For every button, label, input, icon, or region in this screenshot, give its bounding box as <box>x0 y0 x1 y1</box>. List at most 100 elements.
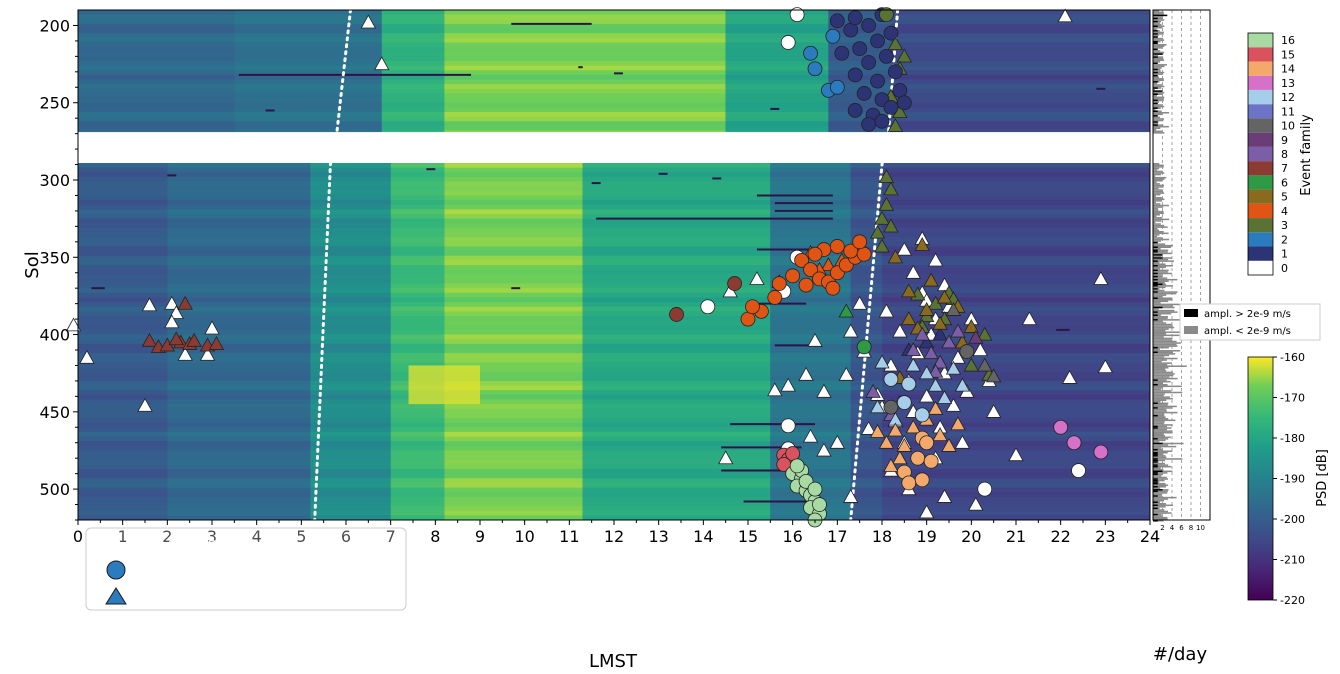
heatmap-cell <box>444 74 726 81</box>
heatmap-cell <box>390 506 445 512</box>
heatmap-cell <box>582 394 771 401</box>
heatmap-cell <box>78 492 168 498</box>
heatmap-cell <box>770 316 851 322</box>
heatmap-cell <box>582 292 771 299</box>
family-colorbar-tick-label: 1 <box>1281 248 1288 261</box>
psd-colorbar: -160 -170 -180 -190 -200 -210 -220 <box>1247 351 1305 607</box>
event-quality-d-family-7 <box>168 331 184 346</box>
histogram-bar-quality-d <box>1153 218 1170 221</box>
histogram-bar-quality-d <box>1153 442 1184 445</box>
main-plot: 0 1 2 3 4 5 6 7 8 9 10 11 12 13 14 15 16 17 18 19 20 21 22 23 24… <box>39 7 1160 546</box>
heatmap-cell <box>770 459 851 465</box>
heatmap-cell <box>310 501 391 507</box>
heatmap-cell <box>390 246 445 252</box>
event-quality-c-family-2 <box>825 28 841 44</box>
x-tick-label: 7 <box>386 527 396 546</box>
heatmap-cell <box>770 325 851 331</box>
event-quality-c-family-4 <box>771 276 787 291</box>
heatmap-cell <box>850 455 882 461</box>
histogram-bar-quality-d <box>1153 201 1157 204</box>
histogram-legend-gray-label: ampl. < 2e-9 m/s <box>1204 326 1291 337</box>
histogram-bar-quality-d <box>1153 198 1165 201</box>
heatmap-cell <box>310 278 391 285</box>
heatmap-cell <box>310 427 391 433</box>
event-quality-d-family-0 <box>177 346 193 361</box>
event-quality-d-family-7 <box>177 295 193 310</box>
heatmap-cell <box>890 14 1150 20</box>
histogram-bar-quality-d <box>1153 435 1165 437</box>
histogram-bar-quality-d <box>1153 515 1163 517</box>
heatmap-cell <box>882 325 1150 331</box>
histogram-bar-quality-c <box>1153 319 1158 321</box>
heatmap-cell <box>167 339 311 345</box>
heatmap-cell <box>390 325 445 331</box>
histogram-bar-quality-d <box>1153 238 1170 241</box>
histogram-tick-label: 4 <box>1170 524 1175 532</box>
histogram-bar-quality-d <box>1153 353 1176 355</box>
family-colorbar-segment-16 <box>1248 33 1273 48</box>
event-quality-d-family-12 <box>954 377 971 392</box>
family-colorbar-segment-3 <box>1248 218 1273 233</box>
histogram-bar-quality-c <box>1153 68 1158 71</box>
event-quality-c-family-4 <box>807 246 823 262</box>
event-quality-d-family-14 <box>950 416 966 431</box>
event-quality-d-family-3 <box>977 326 993 341</box>
heatmap-cell <box>444 274 583 280</box>
heatmap-cell <box>234 70 382 76</box>
heatmap-cell <box>78 37 235 44</box>
heatmap-cell <box>882 320 1150 326</box>
histogram-bar-quality-d <box>1153 430 1172 432</box>
event-quality-d-family-4 <box>820 257 837 271</box>
heatmap-cell <box>444 176 583 183</box>
y-tick-label: 350 <box>39 248 70 267</box>
heatmap-cell <box>882 371 1150 377</box>
y-axis-label: Sol <box>22 251 43 278</box>
event-quality-c-family-4 <box>785 268 801 284</box>
heatmap-cell <box>78 84 235 90</box>
heatmap-cell <box>444 181 583 187</box>
histogram-bar-quality-c <box>1153 481 1158 483</box>
heatmap-cell <box>850 413 882 419</box>
event-quality-d-family-8 <box>927 363 944 378</box>
histogram-bar-quality-d <box>1153 71 1165 74</box>
heatmap-cell <box>725 61 829 67</box>
histogram-bar-quality-c <box>1153 470 1163 473</box>
heatmap-cell <box>828 65 891 71</box>
histogram-bar-quality-d <box>1153 343 1177 346</box>
heatmap-cell <box>890 116 1150 122</box>
heatmap-cell <box>582 334 771 340</box>
histogram-bar-quality-d <box>1153 459 1166 462</box>
heatmap-cell <box>444 70 726 76</box>
event-quality-d-family-7 <box>186 332 202 347</box>
histogram-bar-quality-d <box>1153 37 1164 40</box>
heatmap-cell <box>770 413 851 419</box>
heatmap-cell <box>234 79 382 85</box>
heatmap-cell <box>234 56 382 62</box>
heatmap-cell <box>234 102 382 108</box>
heatmap-cell <box>310 399 391 405</box>
x-tick-label: 13 <box>648 527 668 546</box>
heatmap-cell <box>582 455 771 461</box>
histogram-bar-quality-d <box>1153 425 1168 428</box>
heatmap-cell <box>882 200 1150 206</box>
event-quality-c-family-1 <box>883 99 899 115</box>
histogram-bar-quality-d <box>1153 249 1169 252</box>
event-quality-d-family-0 <box>860 420 877 435</box>
heatmap-cell <box>770 357 851 363</box>
heatmap-cell <box>78 223 168 229</box>
heatmap-cell <box>390 404 445 410</box>
histogram-bar-quality-d <box>1153 76 1159 78</box>
event-quality-d-family-3 <box>896 48 913 63</box>
histogram-bar-quality-d <box>1153 258 1169 261</box>
event-quality-d-family-5 <box>918 301 935 316</box>
histogram-bar-quality-d <box>1153 411 1178 414</box>
histogram-bar-quality-c <box>1153 473 1158 476</box>
event-quality-d-family-0 <box>807 332 823 347</box>
heatmap-cell <box>78 260 168 266</box>
histogram-bar-quality-d <box>1153 173 1161 176</box>
histogram-bar-quality-d <box>1153 379 1167 381</box>
histogram-bar-quality-d <box>1153 496 1177 499</box>
family-colorbar-segment-5 <box>1248 189 1273 204</box>
heatmap-cell <box>310 190 391 197</box>
histogram-bar-quality-d <box>1153 266 1166 269</box>
